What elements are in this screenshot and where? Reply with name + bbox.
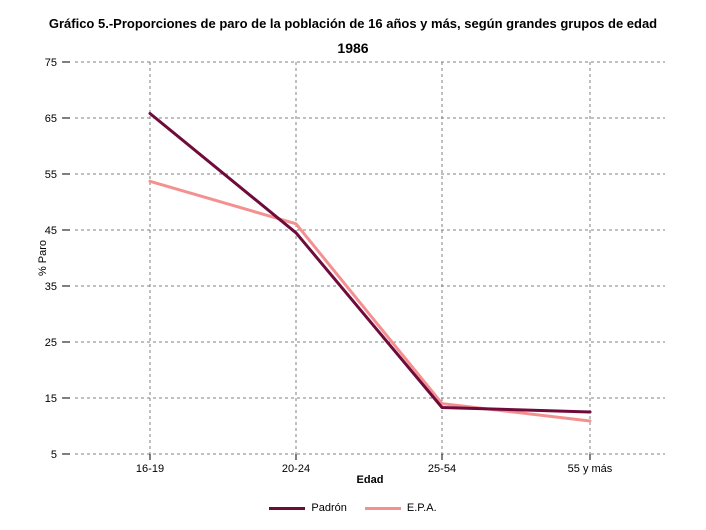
y-tick-label: 15 xyxy=(45,393,57,405)
legend-swatch xyxy=(364,506,401,510)
series-line-epa xyxy=(148,179,592,423)
chart-legend: Padrón E.P.A. xyxy=(0,502,706,514)
x-tick-label: 25-54 xyxy=(428,463,456,475)
figure-title: Gráfico 5.-Proporciones de paro de la po… xyxy=(48,16,658,31)
x-tick-label: 16-19 xyxy=(136,463,164,475)
legend-item: E.P.A. xyxy=(364,502,437,514)
x-axis-title: Edad xyxy=(357,474,384,486)
y-tick-label: 55 xyxy=(45,169,57,181)
y-tick-label: 5 xyxy=(51,449,57,461)
y-tick-label: 75 xyxy=(45,57,57,69)
line-chart: 5 15 25 35 45 55 65 75 16-19 20-24 25-54 55 y más Ed… xyxy=(37,57,665,486)
chart-title: 1986 xyxy=(337,40,369,56)
legend-item: Padrón xyxy=(269,502,347,514)
y-tick-label: 45 xyxy=(45,225,57,237)
x-tick-label: 55 y más xyxy=(568,463,613,475)
x-tick-label: 20-24 xyxy=(282,463,310,475)
y-axis-title: % Paro xyxy=(37,240,49,276)
y-tick-label: 25 xyxy=(45,337,57,349)
legend-swatch xyxy=(269,506,306,510)
series-line-padron xyxy=(148,112,592,414)
y-tick-label: 35 xyxy=(45,281,57,293)
y-tick-label: 65 xyxy=(45,113,57,125)
legend-label: Padrón xyxy=(311,502,347,514)
legend-label: E.P.A. xyxy=(406,502,437,514)
